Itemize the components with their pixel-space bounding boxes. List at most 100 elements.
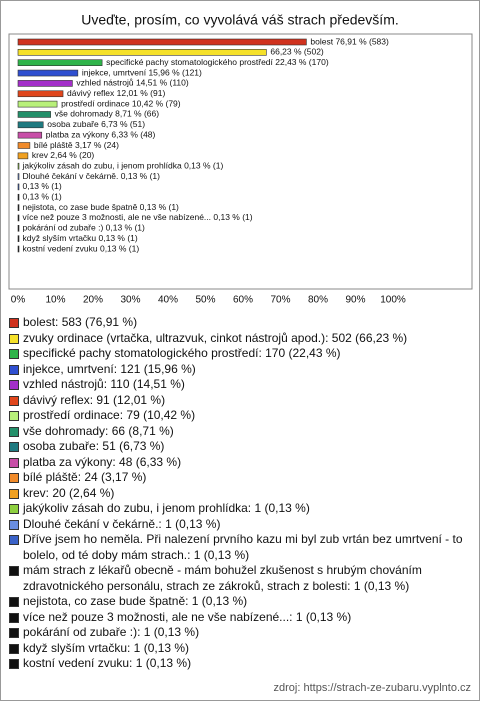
value-label: vzhled nástrojů 14,51 % (110)	[76, 78, 188, 88]
value-label: jakýkoliv zásah do zubu, i jenom prohlíd…	[21, 160, 223, 170]
x-tick-label: 60%	[233, 295, 253, 306]
x-tick-label: 80%	[308, 295, 328, 306]
value-label: více než pouze 3 možnosti, ale ne vše na…	[22, 212, 252, 222]
value-label: 0,13 % (1)	[22, 192, 61, 202]
legend-swatch	[9, 318, 19, 328]
bar	[17, 49, 267, 56]
legend-label: dávivý reflex: 91 (12,01 %)	[23, 392, 166, 407]
legend-swatch	[9, 426, 19, 437]
legend-label: pokárání od zubaře :): 1 (0,13 %)	[23, 625, 200, 639]
legend-item: injekce, umrtvení: 121 (15,96 %)	[9, 362, 473, 378]
legend-label: injekce, umrtvení: 121 (15,96 %)	[23, 361, 196, 376]
legend-item: jakýkoliv zásah do zubu, i jenom prohlíd…	[9, 501, 473, 517]
legend-swatch	[9, 380, 19, 390]
bar	[17, 204, 20, 211]
value-label: kostní vedení zvuku 0,13 % (1)	[22, 243, 139, 253]
value-label: Dlouhé čekání v čekárně. 0,13 % (1)	[22, 171, 160, 181]
bar	[17, 214, 20, 222]
legend-item: kostní vedení zvuku: 1 (0,13 %)	[9, 656, 473, 672]
legend-label: mám strach z lékařů obecně - mám bohužel…	[23, 563, 422, 593]
bar	[17, 152, 29, 160]
legend-item: když slyším vrtačku: 1 (0,13 %)	[9, 641, 473, 657]
bar	[17, 80, 73, 87]
x-tick-label: 10%	[45, 295, 65, 306]
legend-item: bolest: 583 (76,91 %)	[9, 315, 473, 331]
bar	[17, 162, 20, 170]
legend-label: prostředí ordinace: 79 (10,42 %)	[23, 408, 196, 422]
legend-label: zvuky ordinace (vrtačka, ultrazvuk, cink…	[23, 330, 408, 345]
legend-item: platba za výkony: 48 (6,33 %)	[9, 455, 473, 471]
bar	[17, 245, 20, 253]
bar	[17, 225, 20, 232]
value-label: osoba zubaře 6,73 % (51)	[47, 119, 145, 129]
legend: bolest: 583 (76,91 %) zvuky ordinace (vrt…	[9, 315, 473, 672]
value-label: pokárání od zubaře :) 0,13 % (1)	[22, 223, 145, 233]
legend-item: vše dohromady: 66 (8,71 %)	[9, 424, 473, 440]
legend-swatch	[9, 333, 19, 344]
legend-label: platba za výkony: 48 (6,33 %)	[23, 454, 182, 469]
legend-item: více než pouze 3 možnosti, ale ne vše na…	[9, 610, 473, 626]
legend-item: Dříve jsem ho neměla. Při nalezení první…	[9, 532, 473, 563]
legend-swatch	[9, 473, 19, 483]
legend-swatch	[9, 519, 19, 530]
bar	[17, 100, 58, 108]
x-tick-label: 50%	[195, 295, 215, 306]
legend-swatch	[9, 659, 19, 669]
legend-label: nejistota, co zase bude špatně: 1 (0,13 …	[23, 594, 248, 608]
x-tick-label: 100%	[380, 295, 406, 306]
legend-label: kostní vedení zvuku: 1 (0,13 %)	[23, 656, 192, 670]
legend-swatch	[9, 504, 19, 514]
value-label: nejistota, co zase bude špatně 0,13 % (1…	[22, 202, 179, 212]
legend-item: dávivý reflex: 91 (12,01 %)	[9, 393, 473, 409]
legend-item: prostředí ordinace: 79 (10,42 %)	[9, 408, 473, 424]
value-label: bolest 76,91 % (583)	[310, 36, 389, 46]
legend-swatch	[9, 349, 19, 359]
value-label: platba za výkony 6,33 % (48)	[46, 129, 156, 139]
legend-item: mám strach z lékařů obecně - mám bohužel…	[9, 563, 473, 594]
value-label: vše dohromady 8,71 % (66)	[55, 109, 160, 119]
bar	[17, 90, 64, 98]
chart: Uveďte, prosím, co vyvolává váš strach p…	[8, 12, 473, 306]
legend-swatch	[9, 411, 19, 421]
legend-label: bílé pláště: 24 (3,17 %)	[23, 470, 147, 484]
chart-title: Uveďte, prosím, co vyvolává váš strach p…	[81, 12, 399, 28]
legend-label: Dříve jsem ho neměla. Při nalezení první…	[23, 532, 463, 562]
legend-item: bílé pláště: 24 (3,17 %)	[9, 470, 473, 486]
legend-label: vše dohromady: 66 (8,71 %)	[23, 423, 174, 438]
legend-swatch	[9, 364, 19, 375]
legend-swatch	[9, 442, 19, 452]
legend-label: jakýkoliv zásah do zubu, i jenom prohlíd…	[23, 501, 310, 515]
legend-item: zvuky ordinace (vrtačka, ultrazvuk, cink…	[9, 331, 473, 347]
legend-swatch	[9, 612, 19, 623]
legend-swatch	[9, 566, 19, 576]
bar	[17, 131, 43, 139]
legend-label: bolest: 583 (76,91 %)	[23, 315, 138, 329]
bar	[17, 69, 79, 77]
x-tick-label: 20%	[83, 295, 103, 306]
bar	[17, 142, 31, 149]
legend-swatch	[9, 457, 19, 468]
legend-label: vzhled nástrojů: 110 (14,51 %)	[23, 377, 185, 391]
legend-item: Dlouhé čekání v čekárně.: 1 (0,13 %)	[9, 517, 473, 533]
legend-item: specifické pachy stomatologického prostř…	[9, 346, 473, 362]
legend-swatch	[9, 395, 19, 406]
legend-item: pokárání od zubaře :): 1 (0,13 %)	[9, 625, 473, 641]
bar	[17, 38, 307, 46]
source: zdroj: https://strach-ze-zubaru.vyplnto.…	[273, 682, 471, 694]
value-label: bílé pláště 3,17 % (24)	[34, 140, 119, 150]
legend-swatch	[9, 535, 19, 545]
legend-item: krev: 20 (2,64 %)	[9, 486, 473, 502]
x-tick-label: 0%	[11, 295, 26, 306]
legend-label: Dlouhé čekání v čekárně.: 1 (0,13 %)	[23, 516, 221, 531]
value-label: 66,23 % (502)	[270, 47, 324, 57]
legend-swatch	[9, 597, 19, 607]
x-tick-label: 40%	[158, 295, 178, 306]
value-label: prostředí ordinace 10,42 % (79)	[61, 98, 181, 108]
bar	[17, 121, 44, 129]
bar	[17, 59, 103, 67]
bar	[17, 235, 20, 242]
value-label: krev 2,64 % (20)	[32, 150, 95, 160]
value-label: když slyším vrtačku 0,13 % (1)	[22, 233, 137, 243]
x-tick-label: 70%	[270, 295, 290, 306]
bar	[17, 183, 20, 191]
